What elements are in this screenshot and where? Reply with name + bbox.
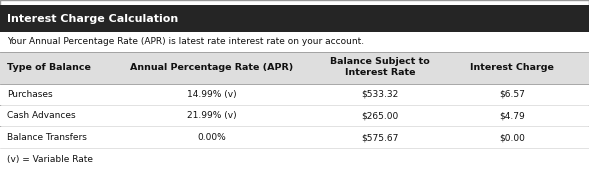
FancyBboxPatch shape [0, 52, 589, 84]
FancyBboxPatch shape [0, 106, 589, 126]
FancyBboxPatch shape [0, 148, 589, 173]
Text: $4.79: $4.79 [499, 111, 525, 120]
Text: 21.99% (v): 21.99% (v) [187, 111, 237, 120]
FancyBboxPatch shape [0, 5, 589, 32]
Text: $575.67: $575.67 [361, 133, 399, 142]
Text: Type of Balance: Type of Balance [7, 62, 91, 72]
Text: Interest Charge: Interest Charge [471, 62, 554, 72]
Text: 0.00%: 0.00% [198, 133, 226, 142]
Text: Balance Subject to
Interest Rate: Balance Subject to Interest Rate [330, 57, 430, 77]
Text: $533.32: $533.32 [361, 90, 399, 99]
Text: (v) = Variable Rate: (v) = Variable Rate [7, 155, 93, 164]
Text: $265.00: $265.00 [361, 111, 399, 120]
Text: Balance Transfers: Balance Transfers [7, 133, 87, 142]
Text: Your Annual Percentage Rate (APR) is latest rate interest rate on your account.: Your Annual Percentage Rate (APR) is lat… [7, 37, 364, 47]
FancyBboxPatch shape [0, 127, 589, 148]
Text: Cash Advances: Cash Advances [7, 111, 76, 120]
Text: $6.57: $6.57 [499, 90, 525, 99]
Text: Annual Percentage Rate (APR): Annual Percentage Rate (APR) [130, 62, 294, 72]
Text: Interest Charge Calculation: Interest Charge Calculation [7, 14, 178, 24]
Text: Purchases: Purchases [7, 90, 52, 99]
FancyBboxPatch shape [0, 84, 589, 105]
FancyBboxPatch shape [0, 32, 589, 52]
Text: 14.99% (v): 14.99% (v) [187, 90, 237, 99]
Text: $0.00: $0.00 [499, 133, 525, 142]
